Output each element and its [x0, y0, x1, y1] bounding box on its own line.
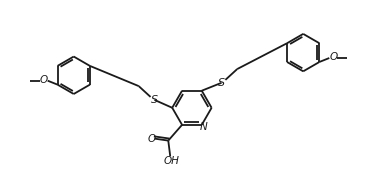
Text: O: O [147, 134, 155, 144]
Text: S: S [151, 95, 158, 105]
Text: S: S [218, 78, 225, 88]
Text: OH: OH [163, 156, 179, 166]
Text: O: O [329, 52, 337, 62]
Text: O: O [40, 75, 48, 85]
Text: N: N [200, 122, 208, 132]
